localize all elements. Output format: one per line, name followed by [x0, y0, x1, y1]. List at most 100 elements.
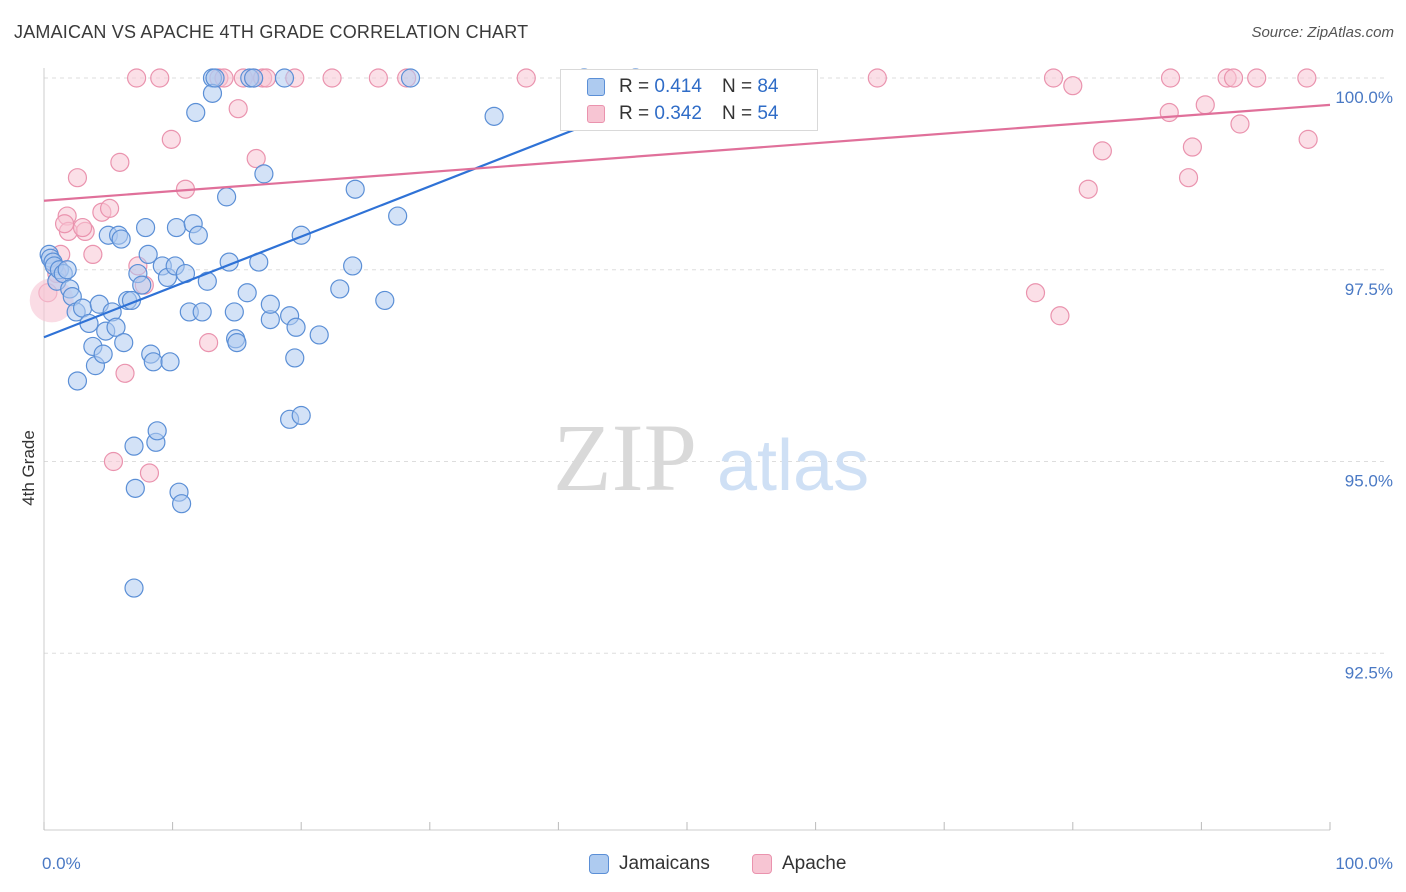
tick-labels: 100.0% 97.5% 95.0% 92.5% 0.0% 100.0% [42, 88, 1393, 873]
apache-point-40 [1092, 141, 1112, 161]
apache-point-10 [103, 451, 124, 472]
jamaicans-point-59 [237, 283, 257, 303]
jamaicans-point-34 [143, 352, 163, 372]
legend-n-value: 54 [757, 103, 779, 124]
legend-r-value: 0.414 [654, 76, 702, 97]
apache-point-5 [67, 168, 88, 188]
jamaicans-point-77 [375, 290, 395, 311]
jamaicans-point-71 [291, 225, 311, 245]
x-tick-label-min: 0.0% [42, 854, 81, 873]
y-tick-label-0: 100.0% [1335, 88, 1393, 107]
grid-lines [44, 77, 1385, 654]
apache-point-11 [110, 152, 130, 172]
apache-point-44 [1182, 137, 1202, 157]
bottom-legend-label: Apache [782, 853, 847, 874]
watermark: ZIP atlas [553, 404, 869, 511]
legend-r-value: 0.342 [654, 103, 702, 124]
jamaicans-point-74 [330, 279, 350, 299]
apache-point-50 [1297, 68, 1317, 88]
jamaicans-point-43 [172, 494, 192, 514]
legend-r-label: R = [619, 76, 650, 97]
jamaicans-point-11 [67, 371, 88, 391]
jamaicans-points [39, 68, 646, 598]
y-axis-label: 4th Grade [19, 430, 38, 506]
legend-r-label: R = [619, 103, 650, 124]
watermark-atlas: atlas [717, 426, 869, 506]
jamaicans-point-70 [286, 317, 306, 337]
jamaicans-swatch-icon [587, 78, 605, 96]
apache-point-53 [72, 217, 93, 238]
apache-point-23 [228, 99, 248, 119]
y-tick-label-1: 97.5% [1345, 280, 1393, 299]
apache-point-51 [1298, 129, 1318, 149]
apache-point-49 [1247, 68, 1267, 88]
jamaicans-point-63 [254, 164, 274, 184]
apache-point-31 [368, 68, 388, 88]
apache-swatch-icon [587, 105, 605, 123]
jamaicans-point-79 [400, 68, 421, 88]
stats-legend: R = 0.414 N = 84 R = 0.342 N = 54 [560, 69, 818, 131]
axes [43, 68, 1331, 831]
jamaicans-point-47 [186, 102, 206, 123]
jamaicans-point-73 [309, 325, 329, 345]
apache-point-45 [1195, 95, 1215, 115]
bottom-legend-apache: Apache [752, 852, 846, 876]
x-tick-label-max: 100.0% [1335, 854, 1393, 873]
apache-point-30 [322, 68, 342, 88]
bottom-legend-label: Jamaicans [619, 853, 710, 874]
jamaicans-point-49 [192, 302, 212, 322]
legend-n-value: 84 [757, 76, 779, 97]
bottom-legend-jamaicans: Jamaicans [589, 852, 710, 876]
jamaicans-point-7 [57, 260, 77, 280]
apache-point-42 [1160, 68, 1181, 88]
apache-point-36 [1043, 68, 1064, 88]
apache-point-41 [1159, 102, 1179, 123]
jamaicans-point-27 [124, 436, 144, 456]
apache-point-9 [99, 198, 120, 218]
jamaicans-point-36 [147, 421, 167, 441]
legend-row-apache: R = 0.342 N = 54 [587, 101, 778, 127]
apache-point-35 [1025, 283, 1046, 303]
apache-point-26 [246, 148, 266, 169]
watermark-zip: ZIP [553, 404, 697, 511]
legend-n-label: N = [721, 103, 753, 124]
apache-point-18 [161, 129, 181, 149]
jamaicans-point-21 [106, 317, 126, 337]
chart-title: JAMAICAN VS APACHE 4TH GRADE CORRELATION… [14, 22, 529, 42]
jamaicans-point-56 [224, 302, 244, 322]
apache-point-38 [1063, 76, 1083, 96]
apache-point-20 [199, 333, 219, 353]
jamaicans-point-80 [484, 106, 504, 126]
jamaicans-point-76 [345, 179, 365, 199]
jamaicans-point-69 [285, 348, 305, 368]
jamaicans-point-61 [244, 68, 264, 88]
apache-point-12 [115, 363, 135, 383]
legend-row-jamaicans: R = 0.414 N = 84 [587, 74, 778, 100]
y-tick-label-3: 92.5% [1345, 663, 1393, 682]
jamaicans-point-78 [388, 206, 408, 226]
jamaicans-point-75 [343, 256, 363, 276]
jamaicans-point-48 [188, 225, 208, 245]
apache-point-34 [867, 68, 887, 88]
jamaicans-point-53 [205, 68, 225, 88]
jamaicans-point-39 [160, 352, 180, 372]
apache-point-17 [150, 68, 170, 88]
jamaicans-point-41 [166, 217, 187, 238]
jamaicans-point-72 [291, 405, 311, 426]
jamaicans-point-58 [227, 333, 247, 353]
jamaicans-point-54 [217, 187, 237, 207]
jamaicans-point-17 [93, 344, 113, 364]
apache-point-37 [1050, 306, 1070, 326]
apache-point-7 [83, 244, 103, 265]
jamaicans-point-66 [274, 68, 295, 88]
apache-legend-icon [752, 854, 772, 874]
jamaicans-point-83 [124, 578, 144, 598]
jamaicans-point-30 [132, 275, 152, 295]
chart-source: Source: ZipAtlas.com [1251, 24, 1394, 41]
jamaicans-point-31 [135, 217, 156, 238]
y-tick-label-2: 95.0% [1345, 472, 1393, 491]
apache-point-13 [126, 68, 147, 88]
apache-trend-line [43, 103, 1331, 202]
jamaicans-point-24 [114, 333, 134, 353]
